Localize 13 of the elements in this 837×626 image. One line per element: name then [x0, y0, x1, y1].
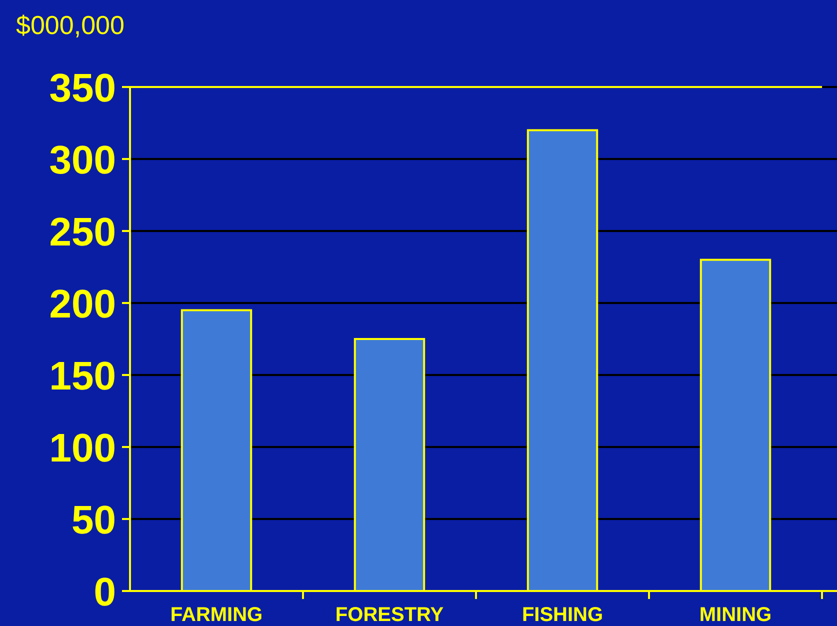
y-tick-label: 150	[49, 354, 116, 398]
x-tick-label: FARMING	[170, 604, 263, 626]
y-tick-label: 100	[49, 426, 116, 470]
x-tick-label: FISHING	[522, 604, 604, 626]
y-tick-label: 250	[49, 210, 116, 254]
y-axis-title: $000,000	[16, 10, 124, 40]
y-tick-label: 300	[49, 138, 116, 182]
x-tick-label: MINING	[699, 604, 772, 626]
y-tick-label: 50	[72, 498, 116, 542]
y-tick-label: 0	[94, 570, 116, 614]
x-tick-label: FORESTRY	[335, 604, 444, 626]
y-tick-label: 200	[49, 282, 116, 326]
y-tick-label: 350	[49, 66, 116, 110]
